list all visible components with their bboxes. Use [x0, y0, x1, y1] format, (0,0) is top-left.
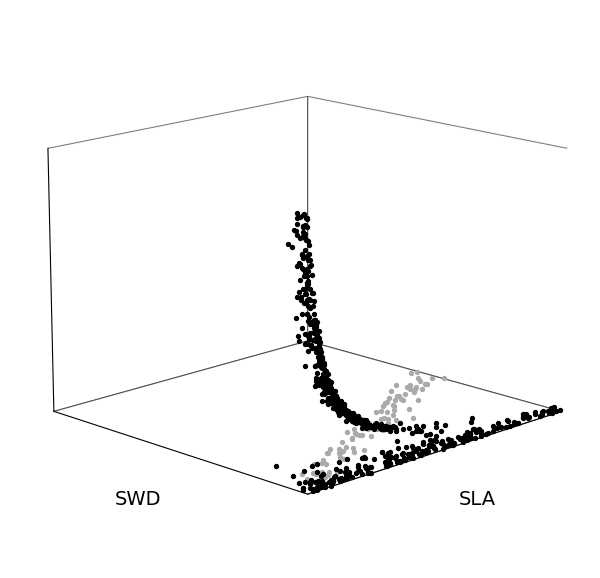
- Y-axis label: SWD: SWD: [115, 490, 161, 509]
- X-axis label: SLA: SLA: [459, 490, 496, 509]
